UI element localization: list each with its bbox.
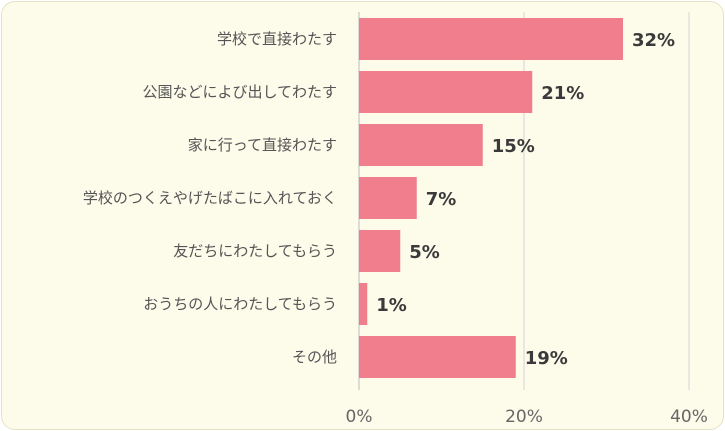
value-label-4: 5% — [409, 242, 440, 263]
category-label-1: 公園などによび出してわたす — [142, 83, 337, 101]
category-label-0: 学校で直接わたす — [217, 30, 337, 48]
value-label-3: 7% — [426, 189, 457, 210]
bar-0 — [359, 18, 623, 60]
x-tick-label-20: 20% — [505, 407, 543, 427]
category-label-2: 家に行って直接わたす — [188, 136, 337, 154]
value-label-5: 1% — [376, 295, 407, 316]
bar-4 — [359, 230, 401, 272]
category-label-5: おうちの人にわたしてもらう — [143, 295, 337, 313]
value-label-6: 19% — [525, 348, 568, 369]
category-label-4: 友だちにわたしてもらう — [173, 242, 337, 260]
bar-6 — [359, 336, 516, 378]
bar-1 — [359, 71, 533, 113]
category-label-6: その他 — [292, 348, 337, 366]
bar-5 — [359, 283, 368, 325]
value-label-2: 15% — [492, 136, 535, 157]
bar-3 — [359, 177, 417, 219]
bar-2 — [359, 124, 483, 166]
value-label-1: 21% — [541, 83, 584, 104]
x-tick-label-40: 40% — [670, 407, 708, 427]
value-label-0: 32% — [632, 30, 675, 51]
category-label-3: 学校のつくえやげたばこに入れておく — [83, 189, 337, 207]
x-tick-label-0: 0% — [346, 407, 373, 427]
